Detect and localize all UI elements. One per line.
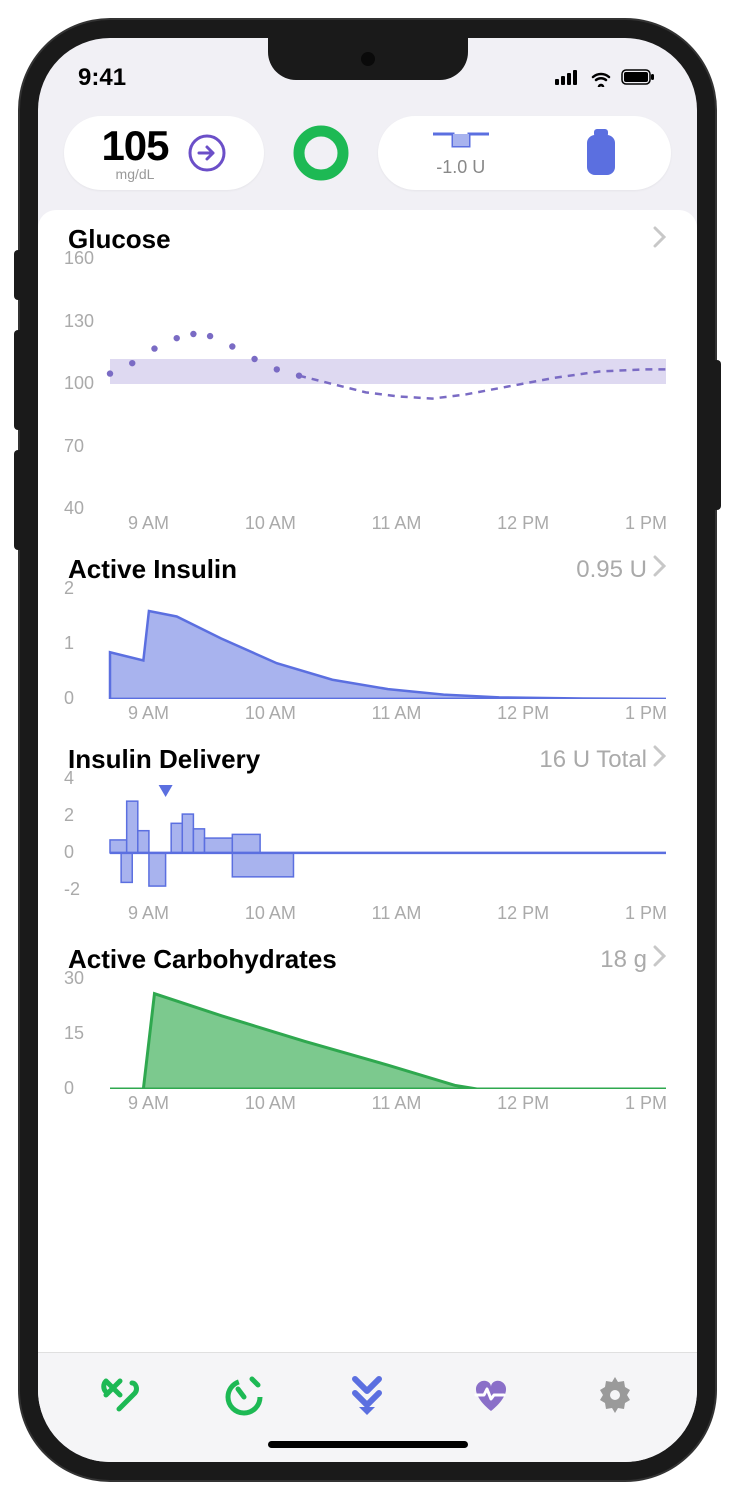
status-time: 9:41 (78, 64, 126, 92)
tab-settings[interactable] (591, 1371, 639, 1419)
insulin-pill[interactable]: -1.0 U (378, 116, 671, 190)
tab-meal[interactable] (96, 1371, 144, 1419)
insulin-x-axis: 9 AM10 AM11 AM12 PM1 PM (68, 699, 667, 724)
chevron-right-icon (653, 226, 667, 253)
tab-bolus[interactable] (343, 1371, 391, 1419)
loop-ring-icon (292, 124, 350, 182)
header-pills: 105 mg/dL -1.0 U (38, 108, 697, 210)
notch (268, 38, 468, 80)
reservoir-icon (584, 129, 618, 177)
status-icons (555, 69, 657, 87)
glucose-unit: mg/dL (101, 167, 168, 181)
insulin-chart: 012 (68, 589, 667, 699)
tab-preset[interactable] (220, 1371, 268, 1419)
bolus-icon (349, 1373, 385, 1417)
content-area: Glucose 4070100130160 9 AM10 AM11 AM12 P… (38, 210, 697, 1354)
home-indicator[interactable] (268, 1441, 468, 1448)
delivery-section[interactable]: Insulin Delivery 16 U Total -2024 9 AM10… (38, 730, 697, 930)
battery-icon (621, 69, 657, 87)
glucose-chart: 4070100130160 (68, 259, 667, 509)
basal-adjust-icon (431, 128, 491, 154)
chevron-right-icon (653, 754, 667, 771)
glucose-section[interactable]: Glucose 4070100130160 9 AM10 AM11 AM12 P… (38, 210, 697, 540)
insulin-section[interactable]: Active Insulin 0.95 U 012 9 AM10 AM11 AM… (38, 540, 697, 730)
cellular-icon (555, 70, 581, 86)
carbs-chart: 01530 (68, 979, 667, 1089)
gear-icon (594, 1374, 636, 1416)
delivery-value: 16 U Total (539, 746, 647, 773)
timer-icon (222, 1373, 266, 1417)
trend-arrow-icon (187, 133, 227, 173)
heart-icon (468, 1375, 514, 1415)
wifi-icon (589, 69, 613, 87)
chevron-right-icon (653, 564, 667, 581)
loop-status-pill[interactable] (276, 116, 366, 190)
insulin-adjust-value: -1.0 U (431, 158, 491, 178)
glucose-value: 105 (101, 125, 168, 167)
meal-icon (98, 1373, 142, 1417)
carbs-x-axis: 9 AM10 AM11 AM12 PM1 PM (68, 1089, 667, 1114)
insulin-title: Active Insulin (68, 554, 237, 585)
phone-frame: 9:41 105 mg/dL -1.0 U (20, 20, 715, 1480)
phone-screen: 9:41 105 mg/dL -1.0 U (38, 38, 697, 1462)
glucose-x-axis: 9 AM10 AM11 AM12 PM1 PM (68, 509, 667, 534)
carbs-section[interactable]: Active Carbohydrates 18 g 01530 9 AM10 A… (38, 930, 697, 1120)
tab-health[interactable] (467, 1371, 515, 1419)
insulin-value: 0.95 U (576, 556, 647, 583)
delivery-chart: -2024 (68, 779, 667, 899)
glucose-pill[interactable]: 105 mg/dL (64, 116, 264, 190)
carbs-value: 18 g (600, 946, 647, 973)
delivery-title: Insulin Delivery (68, 744, 260, 775)
chevron-right-icon (653, 954, 667, 971)
delivery-x-axis: 9 AM10 AM11 AM12 PM1 PM (68, 899, 667, 924)
carbs-title: Active Carbohydrates (68, 944, 337, 975)
